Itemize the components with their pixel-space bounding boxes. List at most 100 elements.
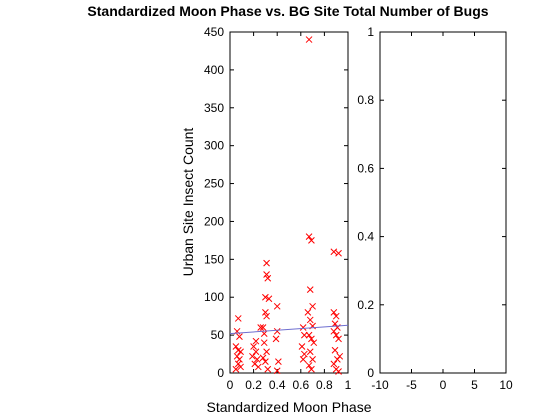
- x-tick-label: 1: [345, 378, 352, 392]
- data-point: [298, 343, 306, 350]
- data-point: [254, 363, 262, 371]
- data-point: [232, 365, 240, 373]
- left-plot-frame: [229, 31, 349, 374]
- right-x-axis: -10 -5 0 5 10: [371, 32, 513, 392]
- data-point: [305, 331, 313, 339]
- data-point: [262, 309, 269, 316]
- data-point: [275, 358, 282, 365]
- data-point: [309, 302, 316, 310]
- x-axis-label: Standardized Moon Phase: [207, 399, 372, 415]
- data-point: [273, 367, 281, 375]
- y-tick-label: 0: [367, 366, 374, 380]
- data-point: [335, 368, 342, 375]
- data-point: [304, 309, 312, 316]
- data-point: [306, 348, 314, 356]
- data-point: [332, 331, 340, 339]
- data-point: [252, 337, 260, 345]
- data-point: [265, 295, 273, 303]
- y-tick-label: 350: [204, 101, 224, 115]
- data-point: [306, 286, 314, 293]
- y-tick-label: 50: [211, 328, 225, 342]
- data-point: [300, 350, 308, 358]
- data-point: [299, 324, 307, 331]
- data-point: [334, 356, 341, 363]
- data-point: [308, 237, 315, 244]
- right-y-axis: 0 0.2 0.4 0.6 0.8 1: [357, 25, 506, 380]
- data-point: [335, 335, 342, 343]
- y-tick-label: 0.6: [357, 161, 374, 175]
- y-tick-label: 0.4: [357, 230, 374, 244]
- data-point: [263, 259, 270, 267]
- data-point: [236, 356, 243, 363]
- data-point: [253, 356, 261, 363]
- x-tick-label: 5: [471, 378, 478, 392]
- data-point: [273, 302, 281, 310]
- data-point: [305, 36, 313, 43]
- scatter-points: [232, 36, 344, 375]
- data-point: [332, 312, 340, 320]
- y-tick-label: 150: [204, 252, 224, 266]
- data-point: [308, 365, 315, 373]
- data-point: [330, 327, 338, 335]
- data-point: [330, 309, 338, 316]
- x-tick-label: -5: [406, 378, 417, 392]
- y-tick-label: 1: [367, 25, 374, 39]
- y-tick-label: 0.8: [357, 93, 374, 107]
- data-point: [299, 356, 307, 363]
- y-tick-label: 0: [217, 366, 224, 380]
- y-tick-label: 0.2: [357, 298, 374, 312]
- x-tick-label: 0.4: [269, 378, 286, 392]
- left-y-axis: 0 50 100 150 200 250 300 350 400 450: [204, 25, 348, 380]
- data-point: [250, 343, 257, 350]
- data-point: [237, 363, 244, 371]
- data-point: [335, 249, 342, 257]
- data-point: [262, 293, 269, 301]
- data-point: [260, 339, 268, 347]
- data-point: [263, 312, 270, 320]
- x-tick-label: 0: [227, 378, 234, 392]
- y-tick-label: 450: [204, 25, 224, 39]
- x-tick-label: -10: [371, 378, 389, 392]
- y-tick-label: 300: [204, 139, 224, 153]
- y-tick-label: 250: [204, 177, 224, 191]
- x-tick-label: 10: [499, 378, 513, 392]
- data-point: [273, 327, 281, 335]
- data-point: [330, 248, 338, 256]
- data-point: [331, 346, 339, 354]
- data-point: [309, 356, 316, 363]
- data-point: [252, 348, 260, 356]
- data-point: [310, 339, 318, 347]
- data-point: [330, 360, 338, 368]
- y-tick-label: 400: [204, 63, 224, 77]
- x-tick-label: 0.8: [316, 378, 333, 392]
- data-point: [272, 335, 280, 343]
- data-point: [306, 316, 314, 324]
- data-point: [259, 324, 267, 331]
- x-tick-label: 0.2: [245, 378, 262, 392]
- data-point: [300, 331, 308, 339]
- data-point: [305, 362, 313, 369]
- right-plot-frame: [379, 31, 507, 374]
- data-point: [234, 315, 242, 322]
- data-point: [259, 354, 267, 362]
- y-axis-label: Urban Site Insect Count: [180, 128, 196, 277]
- right-plot: 0 0.2 0.4 0.6 0.8 1 -10 -5 0 5 10: [357, 25, 513, 392]
- left-plot: 0 50 100 150 200 250 300 350 400 450 0 0.2 0.4 0.6 0.…: [180, 25, 372, 415]
- data-point: [263, 348, 270, 356]
- data-point: [262, 358, 269, 365]
- data-point: [308, 335, 315, 343]
- y-tick-label: 200: [204, 214, 224, 228]
- fit-line: [229, 324, 349, 335]
- data-point: [249, 352, 256, 360]
- data-point: [237, 348, 244, 356]
- data-point: [236, 333, 243, 340]
- left-x-axis: 0 0.2 0.4 0.6 0.8 1: [227, 32, 352, 392]
- x-tick-label: 0: [440, 378, 447, 392]
- chart-title: Standardized Moon Phase vs. BG Site Tota…: [87, 3, 488, 19]
- data-point: [264, 274, 272, 282]
- data-point: [257, 324, 265, 331]
- x-tick-label: 0.6: [292, 378, 309, 392]
- data-point: [232, 343, 240, 350]
- data-point: [263, 271, 270, 278]
